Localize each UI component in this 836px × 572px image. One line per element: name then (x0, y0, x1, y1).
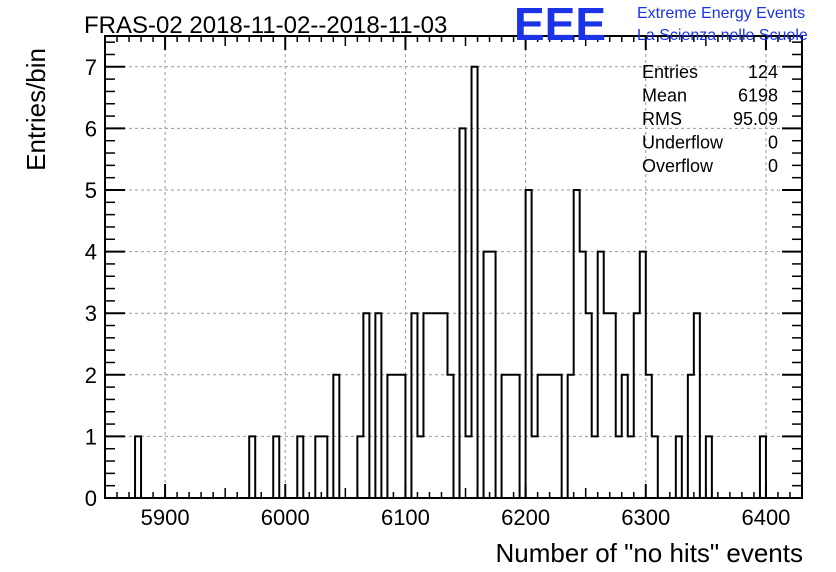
y-axis-label: Entries/bin (21, 48, 51, 171)
x-tick-label: 6300 (621, 505, 670, 530)
y-tick-label: 2 (85, 363, 97, 388)
y-tick-label: 3 (85, 301, 97, 326)
x-tick-label: 5900 (141, 505, 190, 530)
histogram-series (105, 65, 802, 499)
stats-label: RMS (642, 109, 682, 129)
stats-label: Mean (642, 86, 687, 106)
logo-line-2: La Scienza nelle Scuole (637, 27, 808, 44)
tick-layer: 5900 6000 6100 6200 6300 6400 0 1 2 3 4 5 6 7 (85, 36, 803, 530)
stats-label: Overflow (642, 156, 714, 176)
stats-label: Underflow (642, 133, 724, 153)
x-tick-label: 6100 (381, 505, 430, 530)
stats-box: Entries 124 Mean 6198 RMS 95.09 Underflow 0 Over… (642, 62, 778, 176)
logo-mark: EEE (514, 0, 606, 50)
stats-value: 0 (768, 133, 778, 153)
chart-title: FRAS-02 2018-11-02--2018-11-03 (84, 12, 447, 39)
x-tick-label: 6200 (501, 505, 550, 530)
x-tick-label: 6000 (261, 505, 310, 530)
x-axis-label: Number of "no hits" events (496, 538, 804, 568)
logo-line-1: Extreme Energy Events (637, 5, 805, 22)
y-tick-label: 0 (85, 486, 97, 511)
stats-value: 95.09 (733, 109, 778, 129)
stats-value: 6198 (738, 86, 778, 106)
y-tick-label: 6 (85, 116, 97, 141)
eee-logo: EEE Extreme Energy Events La Scienza nel… (514, 0, 808, 50)
stats-value: 0 (768, 156, 778, 176)
x-tick-label: 6400 (741, 505, 790, 530)
stats-label: Entries (642, 62, 698, 82)
stats-value: 124 (748, 62, 778, 82)
y-tick-label: 4 (85, 240, 97, 265)
y-tick-label: 1 (85, 424, 97, 449)
y-tick-label: 7 (85, 55, 97, 80)
y-tick-label: 5 (85, 178, 97, 203)
